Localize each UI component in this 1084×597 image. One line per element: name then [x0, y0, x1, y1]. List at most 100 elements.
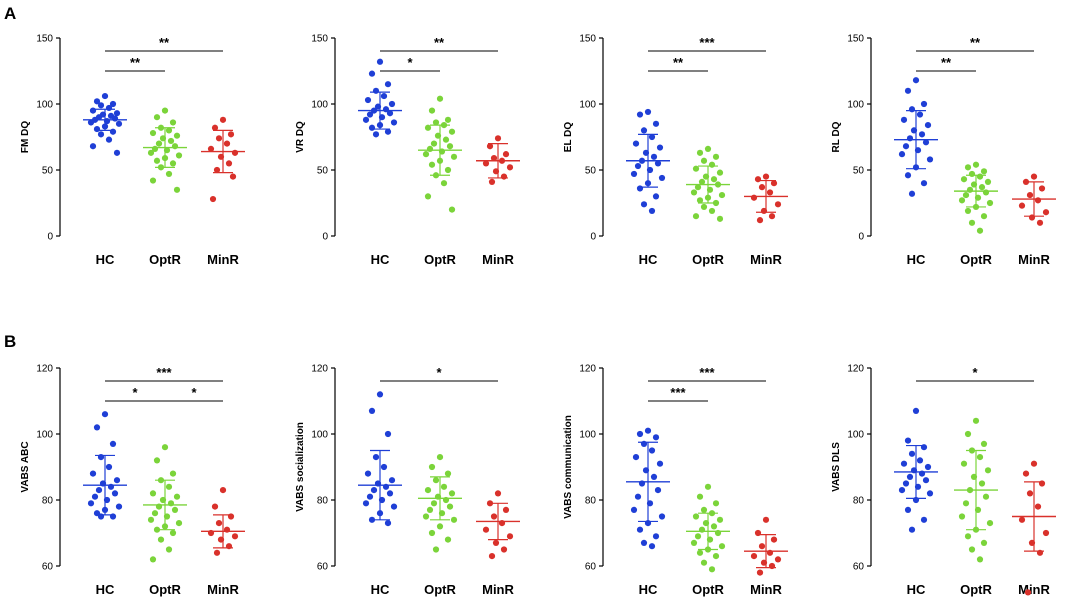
data-point	[696, 197, 704, 204]
y-tick-label: 50	[585, 166, 597, 177]
data-point	[648, 207, 656, 215]
data-point	[446, 503, 454, 510]
data-point	[926, 156, 934, 163]
data-point	[173, 493, 181, 500]
data-point	[964, 430, 972, 438]
category-label: OptR	[149, 252, 181, 267]
data-point	[636, 526, 644, 533]
data-point	[428, 107, 436, 114]
data-point	[658, 513, 666, 520]
data-point	[908, 526, 916, 533]
data-point	[153, 114, 161, 121]
data-point	[636, 111, 644, 118]
significance-label: **	[941, 55, 952, 70]
data-point	[111, 115, 119, 122]
data-point	[658, 174, 666, 182]
data-point	[370, 487, 378, 494]
data-point	[101, 92, 109, 100]
data-point	[494, 490, 502, 497]
data-point	[368, 124, 376, 131]
data-point	[380, 92, 388, 100]
data-point	[366, 493, 374, 500]
chart-7: 60 80 100 120 VABS communication HC OptR MinR **…	[563, 364, 788, 597]
data-point	[215, 135, 223, 142]
category-label: MinR	[1018, 252, 1050, 267]
data-point	[710, 523, 718, 530]
data-point	[175, 152, 183, 159]
data-point	[89, 107, 97, 114]
data-point	[161, 444, 169, 451]
data-point	[211, 503, 219, 510]
data-point	[770, 536, 778, 543]
y-axis-label: RL DQ	[831, 121, 842, 152]
y-tick-label: 100	[579, 100, 596, 111]
data-point	[490, 155, 498, 162]
data-point	[372, 131, 380, 138]
chart-4: 0 50 100 150 RL DQ HC OptR MinR ** **	[831, 34, 1056, 267]
data-point	[632, 140, 640, 147]
data-point	[376, 391, 384, 398]
y-axis-label: VABS communication	[563, 415, 574, 519]
category-label: MinR	[750, 252, 782, 267]
data-point	[648, 543, 656, 550]
chart-6: 60 80 100 120 VABS socialization HC OptR MinR *	[295, 364, 520, 597]
data-point	[986, 520, 994, 527]
data-point	[980, 440, 988, 447]
data-point	[704, 145, 712, 152]
data-point	[171, 506, 179, 513]
data-point	[758, 543, 766, 550]
data-point	[109, 128, 117, 135]
data-point	[958, 513, 966, 520]
y-tick-label: 150	[579, 34, 596, 45]
category-label: HC	[96, 252, 115, 267]
data-point	[388, 477, 396, 484]
y-tick-label: 0	[322, 232, 328, 243]
data-point	[388, 100, 396, 108]
data-point	[231, 149, 239, 156]
significance-label: **	[130, 55, 141, 70]
data-point	[982, 493, 990, 500]
y-tick-label: 50	[42, 166, 54, 177]
data-point	[448, 206, 456, 213]
data-point	[762, 173, 770, 180]
data-point	[648, 447, 656, 454]
data-point	[900, 460, 908, 467]
data-point	[898, 151, 906, 158]
y-tick-label: 60	[317, 562, 329, 573]
data-point	[968, 170, 976, 178]
data-point	[165, 546, 173, 553]
data-point	[640, 539, 648, 547]
data-point	[488, 553, 496, 560]
category-label: HC	[907, 252, 926, 267]
data-point	[486, 143, 494, 150]
data-point	[716, 215, 724, 222]
data-point	[436, 95, 444, 102]
category-label: HC	[96, 582, 115, 597]
category-label: MinR	[207, 252, 239, 267]
data-point	[906, 473, 914, 480]
data-point	[384, 81, 392, 88]
category-label: HC	[371, 582, 390, 597]
data-point	[904, 172, 912, 179]
data-point	[97, 131, 105, 138]
data-point	[111, 490, 119, 497]
data-point	[962, 500, 970, 507]
data-point	[364, 96, 372, 104]
data-point	[115, 120, 123, 127]
data-point	[774, 201, 782, 208]
data-point	[165, 127, 173, 134]
data-point	[362, 116, 370, 123]
category-label: OptR	[692, 252, 724, 267]
data-point	[770, 180, 778, 187]
data-point	[922, 477, 930, 484]
category-label: MinR	[482, 252, 514, 267]
data-point	[920, 180, 928, 187]
data-point	[149, 177, 157, 184]
data-point	[712, 153, 720, 160]
data-point	[966, 186, 974, 193]
y-tick-label: 120	[579, 364, 596, 375]
data-point	[231, 533, 239, 540]
data-point	[976, 556, 984, 563]
data-point	[440, 483, 448, 490]
data-point	[89, 470, 97, 477]
